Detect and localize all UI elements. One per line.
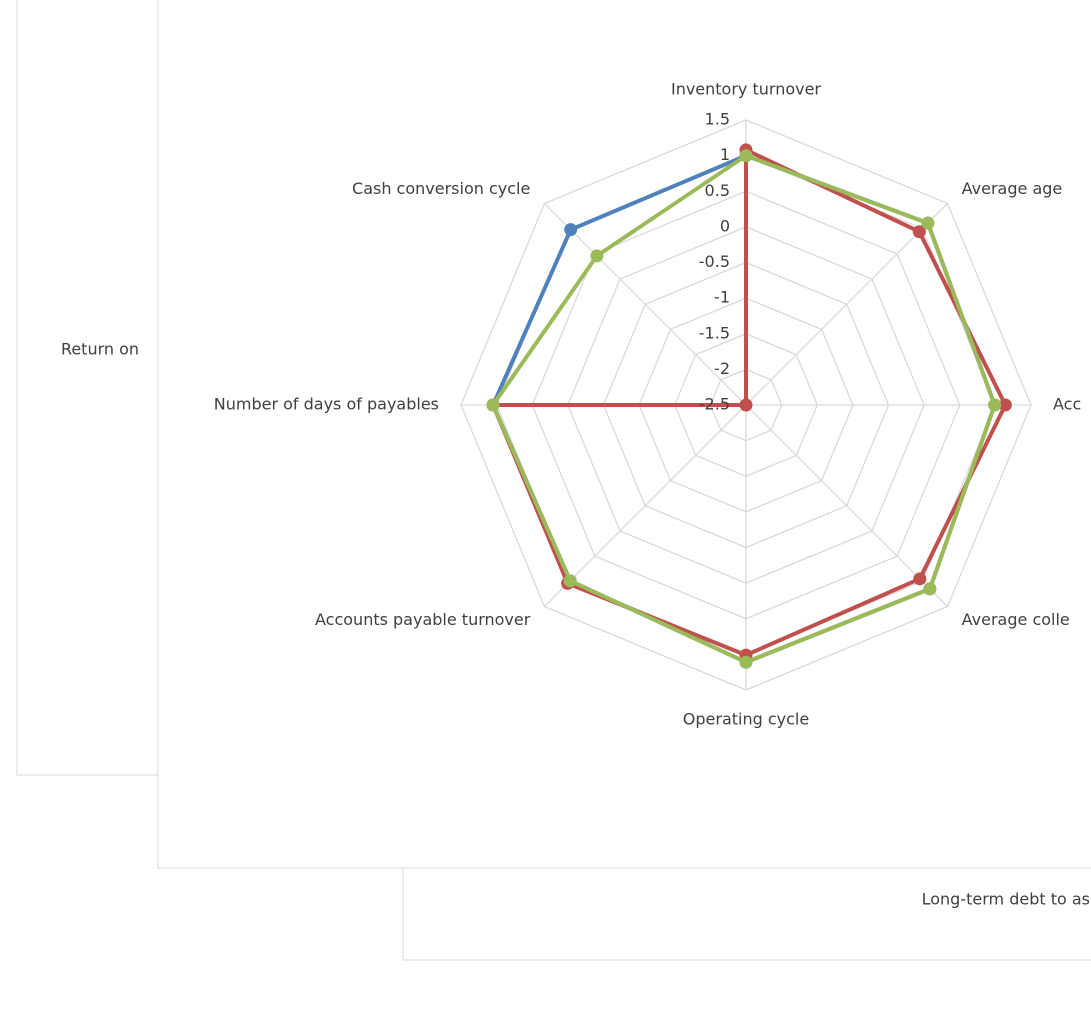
point [921,216,935,230]
spoke [544,203,747,406]
axis-tick-label: -2.5 [699,395,730,414]
point [912,225,926,239]
axis-tick-label: 0.5 [705,181,730,200]
panel-label: Return on [61,340,139,359]
axis-tick-label: 1.5 [705,110,730,129]
axis-tick-label: 1 [720,145,730,164]
point [913,572,927,586]
point [486,398,500,412]
spoke [544,404,747,607]
point [988,398,1002,412]
axis-tick-label: -2 [714,359,730,378]
axis-tick-label: -1.5 [699,323,730,342]
point [590,249,604,263]
category-label: Cash conversion cycle [352,179,530,198]
point [563,574,577,588]
axis-tick-label: -0.5 [699,252,730,271]
category-label: Accounts payable turnover [315,610,531,629]
category-label: Average colle [962,610,1070,629]
plot-area: Inventory turnover Average age Acc Average … [214,80,1082,729]
category-label: Inventory turnover [671,80,821,99]
panel-label: Long-term debt to as [922,890,1090,909]
axis-tick-label: 0 [720,216,730,235]
point [923,582,937,596]
chart-panel [157,0,1091,869]
category-label: Average age [962,179,1063,198]
point [739,655,753,669]
point [739,398,753,412]
category-label: Number of days of payables [214,395,439,414]
spoke [745,203,948,406]
axis-tick-label: -1 [714,288,730,307]
category-label: Acc [1053,395,1081,414]
category-label: Operating cycle [683,710,809,729]
point [739,149,753,163]
point [564,223,578,237]
point [998,398,1012,412]
spoke [745,404,948,607]
